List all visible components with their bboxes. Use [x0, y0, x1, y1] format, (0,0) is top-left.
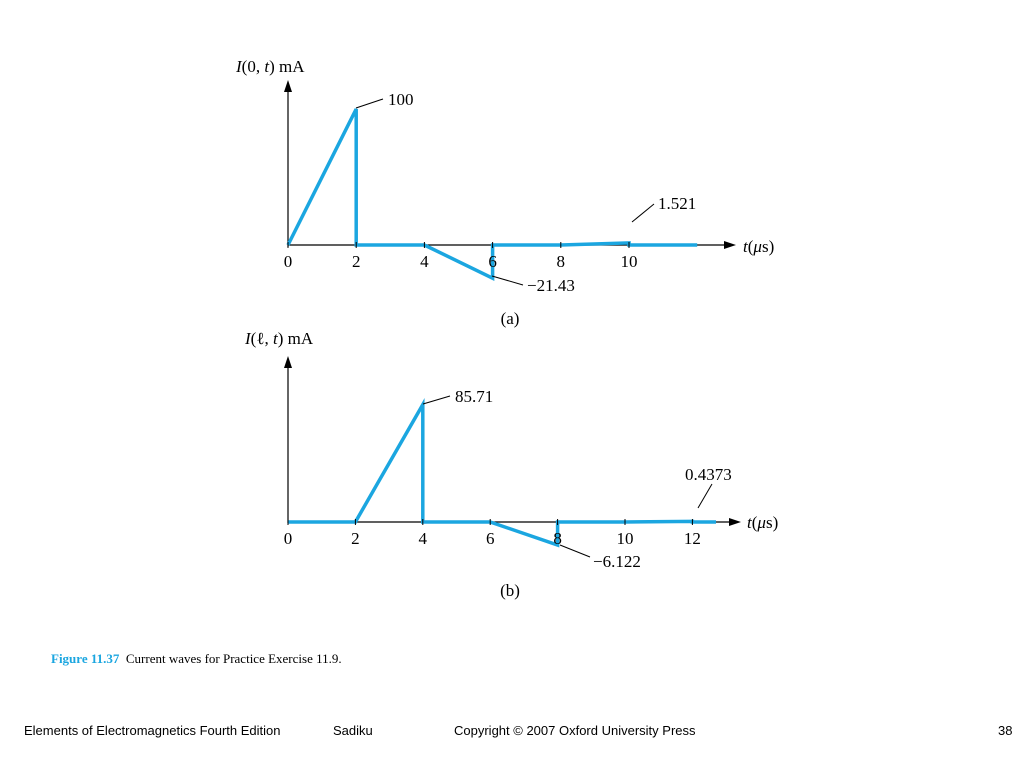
panel-a-y-label: I(0, t) mA — [235, 57, 305, 76]
panel-b-x-label: t(μs) — [747, 513, 778, 532]
panel-a-small-peak-annotation: 1.521 — [658, 194, 696, 213]
panel-a: I(0, t) mA t(μs) 0 2 4 6 8 10 100 −21.43 1.52… — [235, 57, 774, 328]
panel-b-y-label: I(ℓ, t) mA — [244, 329, 314, 348]
panel-b-tick-label: 6 — [486, 529, 495, 548]
footer-book-title: Elements of Electromagnetics Fourth Edit… — [24, 723, 281, 738]
panel-b-peak-leader — [423, 396, 450, 404]
panel-b-trough-annotation: −6.122 — [593, 552, 641, 571]
panel-a-tick-label: 4 — [420, 252, 429, 271]
panel-b-small-peak-annotation: 0.4373 — [685, 465, 732, 484]
panel-b-tick-label: 10 — [617, 529, 634, 548]
panel-a-trough-leader — [492, 276, 523, 285]
panel-b: I(ℓ, t) mA t(μs) 0 2 4 6 8 10 12 85.71 −6.122 … — [244, 329, 778, 600]
panel-a-tick-label: 2 — [352, 252, 361, 271]
panel-a-small-peak-leader — [632, 204, 654, 222]
footer-page-number: 38 — [998, 723, 1012, 738]
panel-a-x-label: t(μs) — [743, 237, 774, 256]
panel-b-y-arrowhead — [284, 356, 292, 368]
panel-a-label: (a) — [501, 309, 520, 328]
panel-a-trough-annotation: −21.43 — [527, 276, 575, 295]
panel-b-label: (b) — [500, 581, 520, 600]
panel-a-tick-label: 10 — [621, 252, 638, 271]
panel-a-peak-annotation: 100 — [388, 90, 414, 109]
panel-b-current-wave — [288, 405, 716, 545]
panel-a-y-arrowhead — [284, 80, 292, 92]
footer-author: Sadiku — [333, 723, 373, 738]
panel-a-tick-label: 0 — [284, 252, 293, 271]
panel-b-x-arrowhead — [729, 518, 741, 526]
panel-b-tick-label: 0 — [284, 529, 293, 548]
panel-b-small-peak-leader — [698, 484, 712, 508]
panel-b-trough-leader — [560, 545, 590, 557]
footer-copyright: Copyright © 2007 Oxford University Press — [454, 723, 696, 738]
panel-a-tick-label: 8 — [557, 252, 566, 271]
figure-caption: Figure 11.37 Current waves for Practice … — [51, 651, 342, 667]
panel-b-tick-label: 2 — [351, 529, 360, 548]
panel-b-tick-label: 12 — [684, 529, 701, 548]
panel-b-tick-label: 4 — [419, 529, 428, 548]
panel-a-x-arrowhead — [724, 241, 736, 249]
panel-b-peak-annotation: 85.71 — [455, 387, 493, 406]
panel-a-peak-leader — [356, 99, 383, 108]
figure-caption-text: Current waves for Practice Exercise 11.9… — [126, 651, 342, 666]
figure-caption-label: Figure 11.37 — [51, 651, 119, 666]
panel-a-tick-label: 6 — [488, 252, 497, 271]
